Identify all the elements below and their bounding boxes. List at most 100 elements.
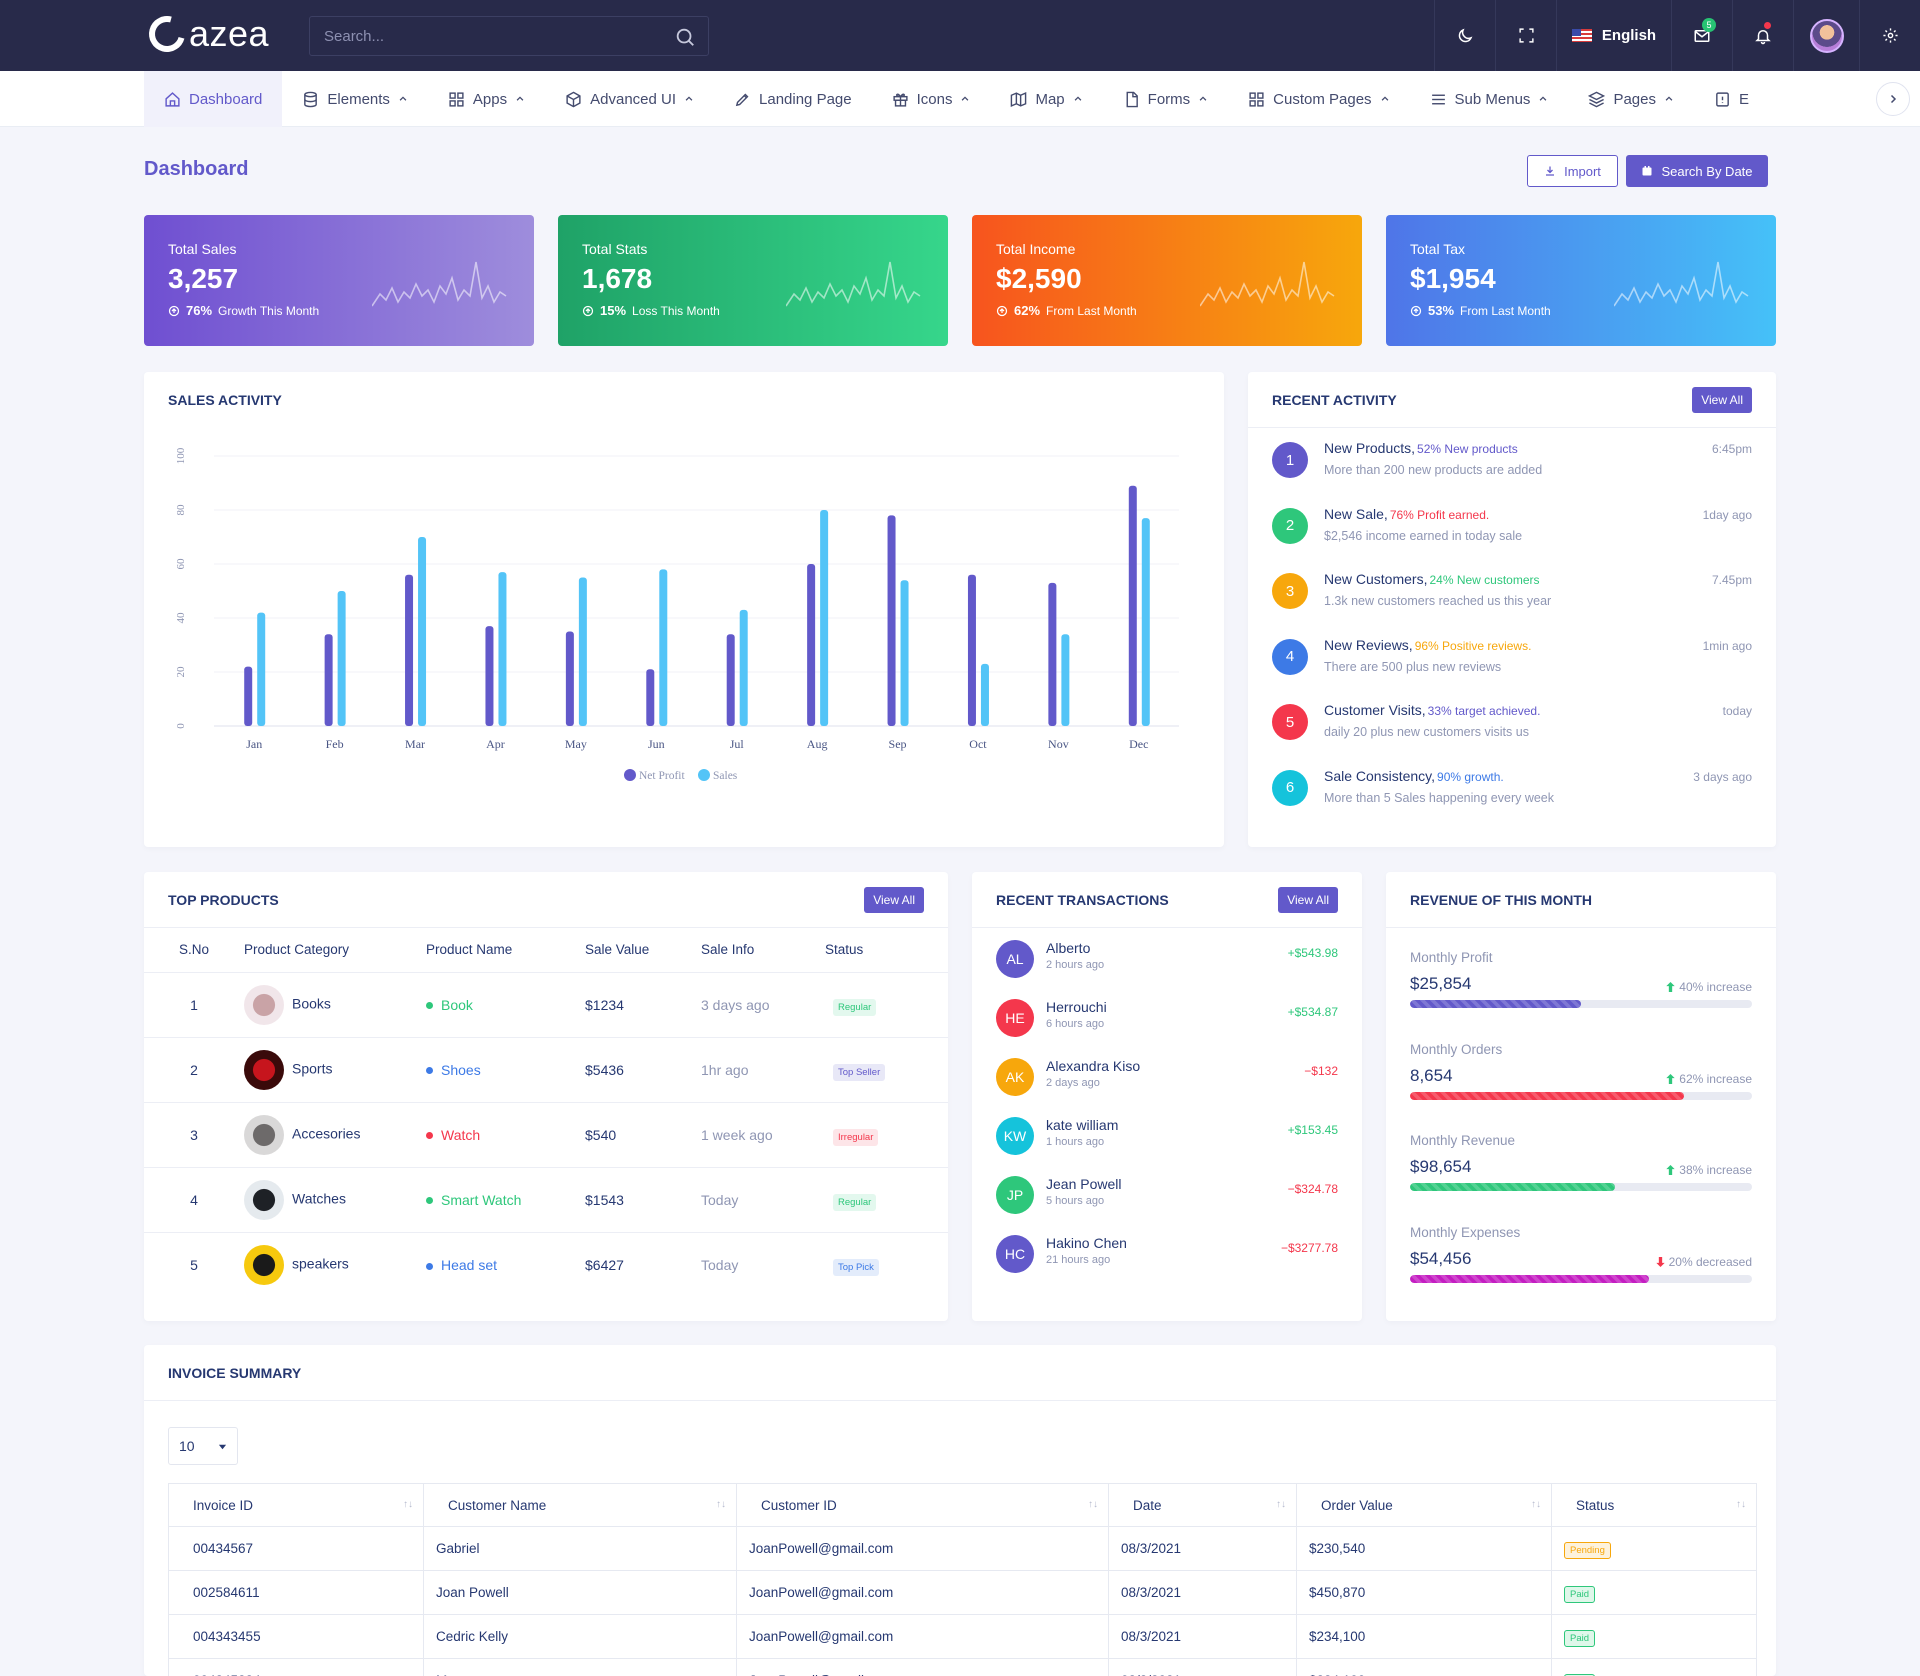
x-tick-label: Mar xyxy=(405,737,425,751)
nav-item-label: Forms xyxy=(1147,90,1191,108)
status-badge: Top Seller xyxy=(833,1063,886,1081)
theme-toggle-button[interactable] xyxy=(1434,0,1495,71)
x-tick-label: Oct xyxy=(969,737,987,751)
main-navigation: Dashboard Elements Apps Advanced UI Landing … xyxy=(0,71,1920,127)
stat-footer: 53% From Last Month xyxy=(1410,303,1752,318)
customer-name: Gabriel xyxy=(423,1526,737,1571)
transaction-item[interactable]: AL Alberto 2 hours ago +$543.98 xyxy=(996,940,1338,999)
status-dot xyxy=(426,1002,433,1010)
search-by-date-button[interactable]: Search By Date xyxy=(1626,155,1768,187)
invoice-column-header[interactable]: Invoice ID ↑↓ xyxy=(168,1483,424,1527)
activity-description: daily 20 plus new customers visits us xyxy=(1324,725,1529,739)
nav-item-pages[interactable]: Pages xyxy=(1568,71,1694,127)
column-header[interactable]: Sale Value xyxy=(585,928,701,973)
bar-net-profit xyxy=(244,666,253,726)
transaction-item[interactable]: HC Hakino Chen 21 hours ago −$3277.78 xyxy=(996,1235,1338,1294)
activity-title-line: Customer Visits, 33% target achieved. xyxy=(1324,702,1540,718)
revenue-progress-bar xyxy=(1410,1274,1752,1283)
product-name[interactable]: Smart Watch xyxy=(441,1191,522,1208)
invoice-id: 002584611 xyxy=(168,1570,424,1615)
column-header[interactable]: S.No xyxy=(144,928,244,973)
page-length-value: 10 xyxy=(179,1438,195,1454)
nav-item-label: Pages xyxy=(1613,90,1656,108)
nav-item-label: Map xyxy=(1035,90,1065,108)
transaction-name: Hakino Chen xyxy=(1046,1235,1127,1251)
invoice-row[interactable]: 004345234Mona mattyJoanPowell@gmail.com0… xyxy=(168,1658,1757,1676)
revenue-change-text: 20% decreased xyxy=(1668,1254,1752,1269)
transaction-avatar: HC xyxy=(996,1235,1034,1273)
language-selector[interactable]: English xyxy=(1556,0,1671,71)
transaction-body: Hakino Chen 21 hours ago xyxy=(1046,1235,1127,1294)
nav-item-apps[interactable]: Apps xyxy=(428,71,545,127)
transaction-item[interactable]: HE Herrouchi 6 hours ago +$534.87 xyxy=(996,999,1338,1058)
product-name[interactable]: Shoes xyxy=(441,1061,481,1078)
stat-card-total-stats: Total Stats 1,678 15% Loss This Month xyxy=(558,215,948,346)
invoice-column-header[interactable]: Order Value ↑↓ xyxy=(1296,1483,1552,1527)
product-name[interactable]: Head set xyxy=(441,1256,498,1273)
stat-footer: 76% Growth This Month xyxy=(168,303,510,318)
recent-activity-view-all-button[interactable]: View All xyxy=(1692,386,1752,413)
bar-sales xyxy=(739,609,748,726)
transaction-avatar: HE xyxy=(996,999,1034,1037)
search-icon[interactable] xyxy=(674,26,696,48)
column-header[interactable]: Status xyxy=(825,928,948,973)
nav-item-e[interactable]: E xyxy=(1694,71,1769,127)
column-header[interactable]: Product Name xyxy=(426,928,585,973)
notifications-button[interactable] xyxy=(1732,0,1793,71)
brand-logo[interactable]: azea xyxy=(142,9,269,59)
table-row[interactable]: 3 Accesories Watch $540 1 week ago Irregular xyxy=(144,1102,948,1168)
invoice-column-header[interactable]: Status ↑↓ xyxy=(1551,1483,1757,1527)
invoice-column-header[interactable]: Date ↑↓ xyxy=(1108,1483,1297,1527)
nav-scroll-next-button[interactable] xyxy=(1876,82,1910,116)
stat-title: Total Stats xyxy=(582,241,648,257)
column-header[interactable]: Product Category xyxy=(244,928,426,973)
column-header[interactable]: Sale Info xyxy=(701,928,825,973)
transaction-body: Alexandra Kiso 2 days ago xyxy=(1046,1058,1140,1117)
table-row[interactable]: 2 Sports Shoes $5436 1hr ago Top Seller xyxy=(144,1037,948,1103)
nav-item-icons[interactable]: Icons xyxy=(872,71,991,127)
settings-button[interactable] xyxy=(1859,0,1920,71)
invoice-column-header[interactable]: Customer Name ↑↓ xyxy=(423,1483,737,1527)
table-row[interactable]: 1 Books Book $1234 3 days ago Regular xyxy=(144,972,948,1038)
serial-number: 5 xyxy=(190,1256,198,1273)
nav-item-custom-pages[interactable]: Custom Pages xyxy=(1228,71,1409,127)
category-cell: Watches xyxy=(244,1167,426,1233)
sparkline-path xyxy=(1614,261,1749,307)
import-button[interactable]: Import xyxy=(1527,155,1618,187)
nav-item-dashboard[interactable]: Dashboard xyxy=(144,71,283,127)
nav-item-forms[interactable]: Forms xyxy=(1103,71,1229,127)
top-products-view-all-button[interactable]: View All xyxy=(864,886,924,913)
invoice-row[interactable]: 00434567 Gabriel JoanPowell@gmail.com 08/3/… xyxy=(168,1526,1757,1571)
invoice-row[interactable]: 002584611 Joan Powell JoanPowell@gmail.com… xyxy=(168,1570,1757,1615)
page-length-select[interactable]: 10 xyxy=(168,1427,238,1465)
nav-item-advanced-ui[interactable]: Advanced UI xyxy=(545,71,714,127)
nav-item-elements[interactable]: Elements xyxy=(282,71,428,127)
table-row[interactable]: 5 speakers Head set $6427 Today Top Pick xyxy=(144,1232,948,1297)
x-tick-label: Jan xyxy=(246,737,262,751)
customer-name: Joan Powell xyxy=(423,1570,737,1615)
invoice-column-header[interactable]: Customer ID ↑↓ xyxy=(736,1483,1109,1527)
gear-icon xyxy=(1882,28,1898,43)
search-input[interactable]: Search... xyxy=(309,16,709,56)
invoice-row[interactable]: 004343455 Cedric Kelly JoanPowell@gmail.co… xyxy=(168,1614,1757,1659)
profile-button[interactable] xyxy=(1793,0,1859,71)
transaction-item[interactable]: AK Alexandra Kiso 2 days ago −$132 xyxy=(996,1058,1338,1117)
table-row[interactable]: 4 Watches Smart Watch $1543 Today Regular xyxy=(144,1167,948,1233)
sale-info: 1 week ago xyxy=(701,1102,825,1168)
product-name[interactable]: Watch xyxy=(441,1126,481,1143)
gift-icon xyxy=(893,93,908,107)
transaction-amount: −$324.78 xyxy=(1287,1182,1338,1196)
fullscreen-button[interactable] xyxy=(1495,0,1556,71)
activity-description: More than 200 new products are added xyxy=(1324,463,1543,477)
nav-item-map[interactable]: Map xyxy=(990,71,1102,127)
invoice-status-badge: Paid xyxy=(1564,1586,1596,1603)
product-name[interactable]: Book xyxy=(441,996,473,1013)
messages-button[interactable]: 5 xyxy=(1671,0,1732,71)
transaction-item[interactable]: KW kate william 1 hours ago +$153.45 xyxy=(996,1117,1338,1176)
transactions-view-all-button[interactable]: View All xyxy=(1278,886,1338,913)
stat-title: Total Sales xyxy=(168,241,237,257)
nav-item-sub-menus[interactable]: Sub Menus xyxy=(1410,71,1569,127)
nav-item-landing-page[interactable]: Landing Page xyxy=(714,71,872,127)
customer-name: Mona matty xyxy=(423,1658,737,1676)
transaction-item[interactable]: JP Jean Powell 5 hours ago −$324.78 xyxy=(996,1176,1338,1235)
